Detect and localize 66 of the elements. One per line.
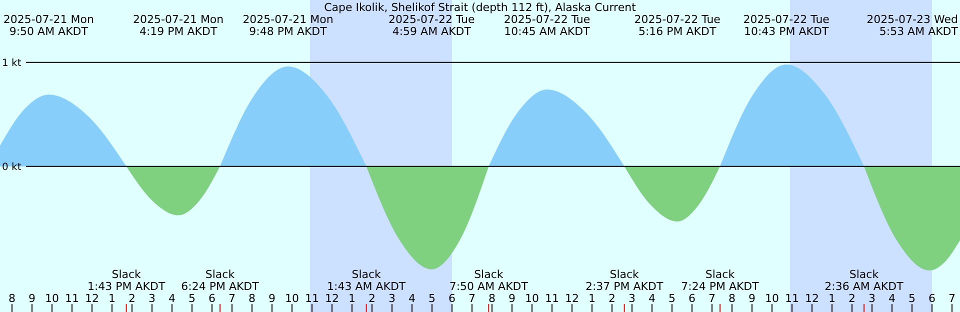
x-tick-label: 12	[565, 292, 579, 305]
x-tick-label: 11	[785, 292, 799, 305]
x-tick-label: 1	[108, 292, 116, 305]
x-tick-label: 4	[168, 292, 176, 305]
annotation: Slack 7:50 AM AKDT	[449, 268, 528, 293]
x-tick-label: 5	[668, 292, 676, 305]
x-tick-label: 3	[868, 292, 876, 305]
x-tick-label: 7	[228, 292, 236, 305]
x-tick-label: 6	[208, 292, 216, 305]
annotation: Slack 7:24 PM AKDT	[681, 268, 760, 293]
annotation: Slack 1:43 AM AKDT	[327, 268, 406, 293]
x-tick-label: 11	[545, 292, 559, 305]
x-tick-label: 8	[728, 292, 736, 305]
x-tick-label: 9	[748, 292, 756, 305]
x-tick-label: 8	[8, 292, 16, 305]
x-tick-label: 9	[28, 292, 36, 305]
y-tick-label: 1 kt	[2, 58, 22, 69]
x-tick-label: 1	[588, 292, 596, 305]
x-tick-label: 9	[508, 292, 516, 305]
x-tick-label: 5	[428, 292, 436, 305]
x-tick-label: 11	[305, 292, 319, 305]
y-tick-label: 0 kt	[2, 162, 22, 173]
x-tick-label: 12	[805, 292, 819, 305]
x-tick-label: 10	[525, 292, 539, 305]
x-tick-label: 7	[468, 292, 476, 305]
x-tick-label: 12	[85, 292, 99, 305]
annotation: 2025-07-21 Mon 4:19 PM AKDT	[133, 13, 224, 38]
x-tick-label: 7	[708, 292, 716, 305]
x-tick-label: 10	[765, 292, 779, 305]
annotation: Slack 6:24 PM AKDT	[181, 268, 260, 293]
annotation: 2025-07-23 Wed 5:53 AM AKDT	[866, 13, 958, 38]
x-tick-label: 6	[688, 292, 696, 305]
x-tick-label: 3	[388, 292, 396, 305]
x-tick-label: 8	[488, 292, 496, 305]
x-tick-label: 1	[348, 292, 356, 305]
x-tick-label: 7	[948, 292, 956, 305]
x-tick-label: 9	[268, 292, 276, 305]
annotation: 2025-07-22 Tue 4:59 AM AKDT	[388, 13, 475, 38]
x-tick-label: 6	[928, 292, 936, 305]
x-tick-label: 10	[285, 292, 299, 305]
x-tick-label: 10	[45, 292, 59, 305]
x-tick-label: 2	[128, 292, 136, 305]
x-tick-label: 12	[325, 292, 339, 305]
annotation: 2025-07-21 Mon 9:50 AM AKDT	[3, 13, 94, 38]
annotation: Slack 2:37 PM AKDT	[585, 268, 664, 293]
annotation: 2025-07-21 Mon 9:48 PM AKDT	[242, 13, 334, 38]
x-tick-label: 3	[148, 292, 156, 305]
x-tick-label: 6	[448, 292, 456, 305]
annotation: Slack 1:43 PM AKDT	[87, 268, 166, 293]
x-tick-label: 11	[65, 292, 79, 305]
annotation: 2025-07-22 Tue 10:43 PM AKDT	[743, 13, 830, 38]
x-tick-label: 2	[368, 292, 376, 305]
annotation: Slack 2:36 AM AKDT	[824, 268, 904, 293]
x-tick-label: 2	[848, 292, 856, 305]
annotation: 2025-07-22 Tue 5:16 PM AKDT	[634, 13, 721, 38]
x-tick-label: 1	[828, 292, 836, 305]
annotation: 2025-07-22 Tue 10:45 AM AKDT	[504, 13, 590, 38]
x-tick-label: 4	[408, 292, 416, 305]
x-tick-label: 5	[908, 292, 916, 305]
x-tick-label: 3	[628, 292, 636, 305]
x-tick-label: 8	[248, 292, 256, 305]
x-tick-label: 5	[188, 292, 196, 305]
chart-title: Cape Ikolik, Shelikof Strait (depth 112 ft), Alaska Current	[324, 1, 637, 14]
x-tick-label: 2	[608, 292, 616, 305]
x-tick-label: 4	[888, 292, 896, 305]
x-tick-label: 4	[648, 292, 656, 305]
